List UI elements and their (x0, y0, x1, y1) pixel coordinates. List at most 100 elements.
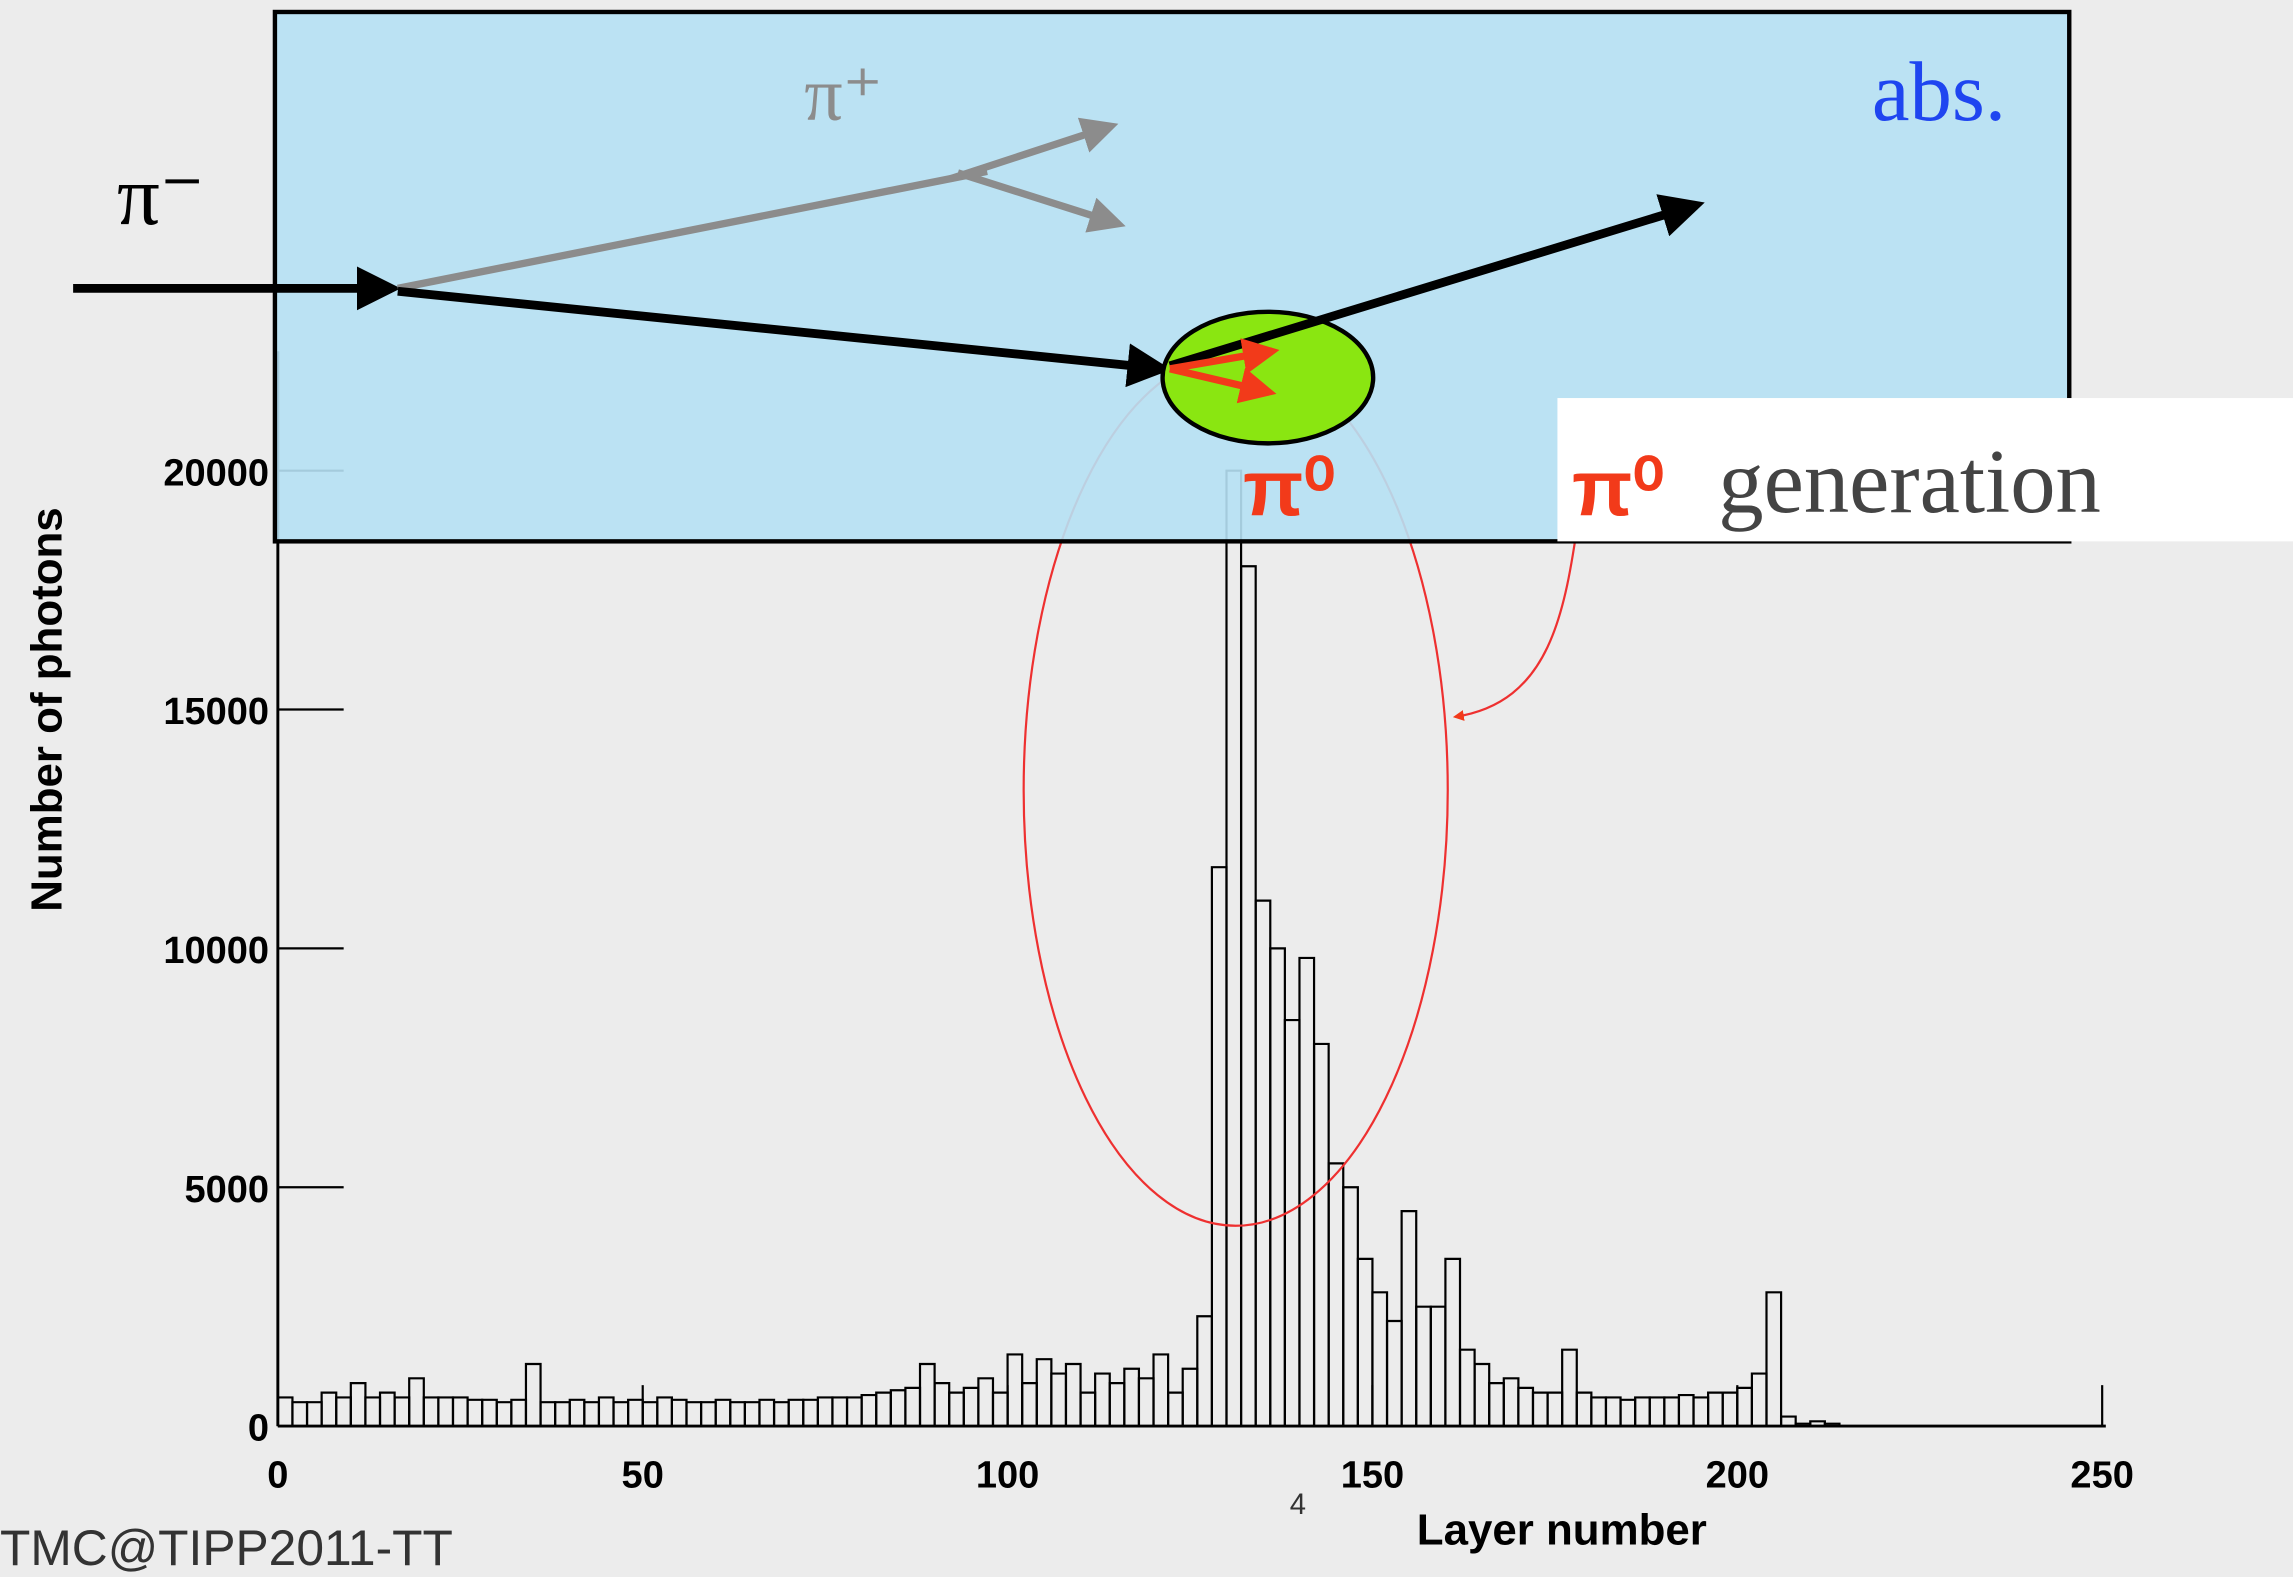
histogram-bin (1736, 1386, 1753, 1427)
x-tick-label: 50 (622, 1455, 664, 1497)
histogram-bin (1619, 1398, 1637, 1427)
histogram-bin (539, 1401, 557, 1427)
histogram-bin (1269, 947, 1286, 1427)
histogram-bin (1444, 1257, 1462, 1427)
histogram-bin (1035, 1358, 1053, 1427)
histogram-bin (1692, 1396, 1710, 1427)
histogram-bin (320, 1391, 338, 1427)
histogram-bin (1707, 1391, 1724, 1427)
histogram-bin (831, 1396, 849, 1427)
histogram-bin (408, 1377, 425, 1427)
histogram-bin (1312, 1042, 1330, 1427)
generation-symbol: π⁰ (1572, 444, 1664, 532)
photon-track (1169, 338, 1280, 375)
pi-plus-track (397, 167, 988, 292)
histogram-bin (1561, 1348, 1578, 1427)
histogram-bin (568, 1398, 586, 1427)
histogram-bin (1415, 1305, 1432, 1427)
histogram-bin (583, 1401, 601, 1427)
histogram-bin (1050, 1372, 1068, 1427)
histogram-bin (1152, 1353, 1170, 1427)
histogram-bin (1473, 1362, 1491, 1427)
histogram-bin (699, 1401, 717, 1427)
histogram-bin (670, 1398, 688, 1427)
y-tick-label: 15000 (163, 691, 269, 733)
x-tick-label: 150 (1341, 1455, 1404, 1497)
histogram-bin (335, 1396, 352, 1427)
histogram-bin (904, 1386, 922, 1427)
histogram-bin (1064, 1362, 1082, 1427)
photon-track (1169, 365, 1277, 404)
histogram-bin (1400, 1210, 1418, 1427)
histogram-bin (1283, 1018, 1301, 1427)
pi-plus-label: π⁺ (804, 53, 883, 137)
histogram-bin (1254, 899, 1272, 1427)
histogram-bin (1458, 1348, 1476, 1427)
histogram-bin (1385, 1319, 1403, 1427)
histogram-bin (554, 1401, 571, 1427)
histogram-bin (524, 1362, 542, 1427)
histogram-bin (991, 1391, 1009, 1427)
histogram-bin (1546, 1391, 1564, 1427)
histogram-bin (1502, 1377, 1520, 1427)
histogram-bin (1779, 1415, 1797, 1427)
histogram-bin (1021, 1382, 1038, 1427)
diagram: π⁻ π⁺ abs. π⁰ π⁰ generation (73, 9, 2293, 544)
histogram-bin (466, 1398, 484, 1427)
generation-box (1557, 398, 2293, 542)
histogram-bin (772, 1401, 790, 1427)
histogram-bin (378, 1391, 396, 1427)
pointer-arrow (1452, 511, 1581, 721)
histogram-bin (656, 1396, 673, 1427)
histogram-bin (1079, 1391, 1097, 1427)
generation-text: generation (1718, 431, 2101, 532)
histogram-bin (685, 1401, 703, 1427)
histogram-bin (1225, 469, 1243, 1427)
absorber-label: abs. (1872, 45, 2006, 139)
y-tick-label: 10000 (163, 930, 269, 972)
footer-left: TMC@TIPP2011-TT (0, 1520, 453, 1576)
histogram-bin (787, 1398, 805, 1427)
histogram-bin (845, 1396, 863, 1427)
histogram-bin (977, 1377, 995, 1427)
pi-minus-track (397, 286, 1172, 388)
histogram-bin (451, 1396, 469, 1427)
y-axis-label: Number of photons (22, 507, 71, 911)
histogram-bin (1750, 1372, 1768, 1427)
histogram-bin (1765, 1291, 1783, 1427)
histogram-bin (1239, 565, 1257, 1427)
histogram-bin (1429, 1305, 1447, 1427)
histogram-bin (1006, 1353, 1024, 1427)
histogram-bin (1517, 1386, 1535, 1427)
histogram-bin (1575, 1391, 1593, 1427)
plot: 0 5000 10000 15000 20000 0 50 100 150 200 250 (163, 452, 2134, 1496)
histogram-bin (1634, 1396, 1651, 1427)
histogram-bin (1167, 1391, 1184, 1427)
histogram-bin (1094, 1372, 1111, 1427)
histogram-bin (729, 1401, 746, 1427)
x-tick-label: 200 (1706, 1455, 1769, 1497)
page-number: 4 (1290, 1489, 1306, 1521)
y-tick-label: 20000 (163, 452, 269, 494)
histogram-bin (597, 1396, 615, 1427)
histogram-bin (364, 1396, 382, 1427)
histogram-bin (1356, 1257, 1374, 1427)
y-tick-label: 5000 (184, 1169, 269, 1211)
x-tick-label: 100 (976, 1455, 1039, 1497)
histogram-bin (510, 1398, 528, 1427)
histogram-bin (1590, 1396, 1608, 1427)
histogram-bin (305, 1401, 323, 1427)
histogram-bin (393, 1396, 411, 1427)
pi-minus-label: π⁻ (117, 149, 205, 243)
histogram-bin (1181, 1367, 1199, 1427)
pi-plus-branch (949, 117, 1119, 183)
histogram-bin (1721, 1391, 1739, 1427)
histogram-bin (1196, 1315, 1213, 1427)
pi-plus-branch (956, 169, 1126, 233)
histogram-bin (860, 1393, 878, 1427)
histogram-bin (1648, 1396, 1666, 1427)
histogram-bin (1210, 866, 1228, 1427)
histogram-bin (291, 1401, 309, 1427)
